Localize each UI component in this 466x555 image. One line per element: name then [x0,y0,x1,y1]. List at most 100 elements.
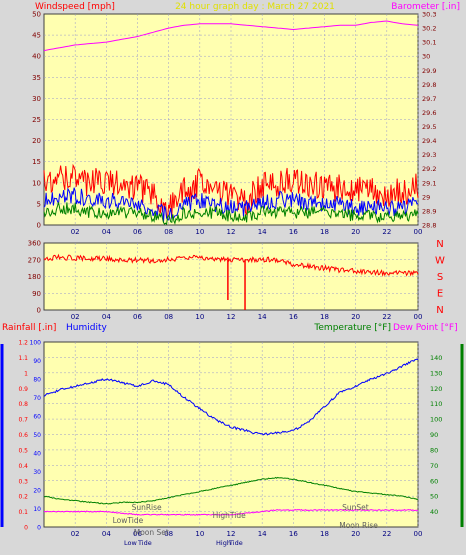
direction-panel-x-tick: 16 [289,313,298,321]
humidity-axis-tick: 70 [33,395,41,402]
event-annotation: LowTide [113,516,144,525]
wind-panel-x-tick: 20 [351,228,360,236]
barometer-axis-tick: 28.8 [422,222,436,230]
compass-label: W [435,256,445,267]
event-annotation: HighTide [213,511,246,520]
compass-label: N [436,239,443,250]
windspeed-axis-tick: 35 [32,74,41,82]
wind-panel-x-tick: 00 [414,228,423,236]
wind-gust-line [43,163,419,219]
event-annotation: SunRise [132,503,162,512]
direction-axis-tick: 90 [32,290,41,298]
rainfall-axis-tick: 0.1 [18,509,28,516]
rainfall-axis-tick: 0.8 [18,401,28,408]
direction-panel-x-tick: 20 [351,313,360,321]
wind-panel-x-tick: 18 [320,228,329,236]
temperature-axis-tick: 40 [430,508,438,516]
temperature-axis-label: Temperature [°F] [313,323,391,333]
direction-panel-x-tick: 14 [258,313,267,321]
barometer-line [43,20,419,52]
direction-axis-tick: 270 [28,256,41,264]
barometer-axis-tick: 30 [422,53,430,61]
humidity-axis-tick: 60 [33,414,41,421]
humidity-panel-x-tick: 14 [258,530,267,538]
barometer-axis-tick: 29.2 [422,165,436,173]
barometer-axis-tick: 29.5 [422,123,436,131]
windspeed-axis-tick: 50 [32,11,41,19]
barometer-axis-tick: 29.4 [422,137,436,145]
temperature-axis-tick: 140 [430,354,442,362]
temperature-axis-tick: 100 [430,416,442,424]
compass-label: S [437,272,443,283]
rainfall-axis-tick: 0.3 [18,478,28,485]
direction-axis-tick: 0 [37,307,41,315]
temperature-axis-tick: 110 [430,400,442,408]
high-tide-label: High [216,539,231,547]
windspeed-axis-label: Windspeed [mph] [35,2,115,12]
rainfall-axis-tick: 0.9 [18,386,28,393]
rainfall-axis-tick: 0.6 [18,432,28,439]
humidity-axis-tick: 50 [33,432,41,439]
windspeed-axis-tick: 20 [32,137,41,145]
rainfall-axis-label: Rainfall [.in] [2,323,56,333]
wind-panel-x-tick: 14 [258,228,267,236]
direction-panel-x-tick: 04 [102,313,111,321]
windspeed-axis-tick: 0 [37,222,41,230]
humidity-axis-tick: 30 [33,469,41,476]
humidity-panel-x-tick: 02 [71,530,80,538]
direction-panel-x-tick: 18 [320,313,329,321]
humidity-axis-tick: 80 [33,377,41,384]
compass-label: E [437,289,443,300]
barometer-axis-tick: 29 [422,193,430,201]
humidity-panel-x-tick: 10 [195,530,204,538]
humidity-panel-x-tick: 16 [289,530,298,538]
humidity-axis-tick: 20 [33,488,41,495]
windspeed-axis-tick: 5 [37,200,41,208]
direction-panel-x-tick: 06 [133,313,142,321]
wind-panel-x-tick: 06 [133,228,142,236]
direction-panel-x-tick: 00 [414,313,423,321]
temperature-axis-tick: 80 [430,446,438,454]
wind-panel-x-tick: 10 [195,228,204,236]
compass-label: N [436,305,443,316]
humidity-axis-tick: 10 [33,506,41,513]
temperature-axis-tick: 50 [430,493,438,501]
direction-axis-tick: 360 [28,240,41,248]
rainfall-axis-tick: 0.4 [18,463,28,470]
direction-panel-x-tick: 12 [227,313,236,321]
humidity-panel-x-tick: 04 [102,530,111,538]
low-tide-label: Low [124,539,137,547]
wind-panel-x-tick: 04 [102,228,111,236]
barometer-axis-tick: 30.3 [422,11,436,19]
humidity-panel-x-tick: 22 [382,530,391,538]
barometer-axis-tick: 30.1 [422,39,436,47]
rainfall-axis-tick: 0.2 [18,494,28,501]
humidity-panel-x-tick: 06 [133,530,142,538]
windspeed-axis-tick: 30 [32,95,41,103]
barometer-axis-tick: 29.7 [422,95,436,103]
temperature-axis-tick: 90 [430,431,438,439]
barometer-axis-tick: 28.9 [422,207,436,215]
temperature-axis-tick: 70 [430,462,438,470]
barometer-axis-tick: 29.3 [422,151,436,159]
barometer-axis-label: Barometer [.in] [391,2,460,12]
dew-point-axis-label: Dew Point [°F] [393,323,458,333]
event-annotation: Moon Set [134,528,169,537]
wind-panel-x-tick: 16 [289,228,298,236]
windspeed-axis-tick: 15 [32,158,41,166]
direction-panel-x-tick: 22 [382,313,391,321]
dew-point-line [44,508,419,516]
humidity-panel-x-tick: 20 [351,530,360,538]
humidity-axis-tick: 40 [33,451,41,458]
chart-title: 24 hour graph day : March 27 2021 [175,2,335,12]
barometer-axis-tick: 29.9 [422,67,436,75]
barometer-axis-tick: 29.8 [422,81,436,89]
high-tide-label: Tide [228,539,243,547]
temperature-axis-tick: 120 [430,385,442,393]
temperature-axis-tick: 130 [430,369,442,377]
low-tide-label: Tide [137,539,152,547]
barometer-axis-tick: 30.2 [422,25,436,33]
humidity-line [43,358,419,436]
rainfall-axis-tick: 1.2 [18,340,28,347]
